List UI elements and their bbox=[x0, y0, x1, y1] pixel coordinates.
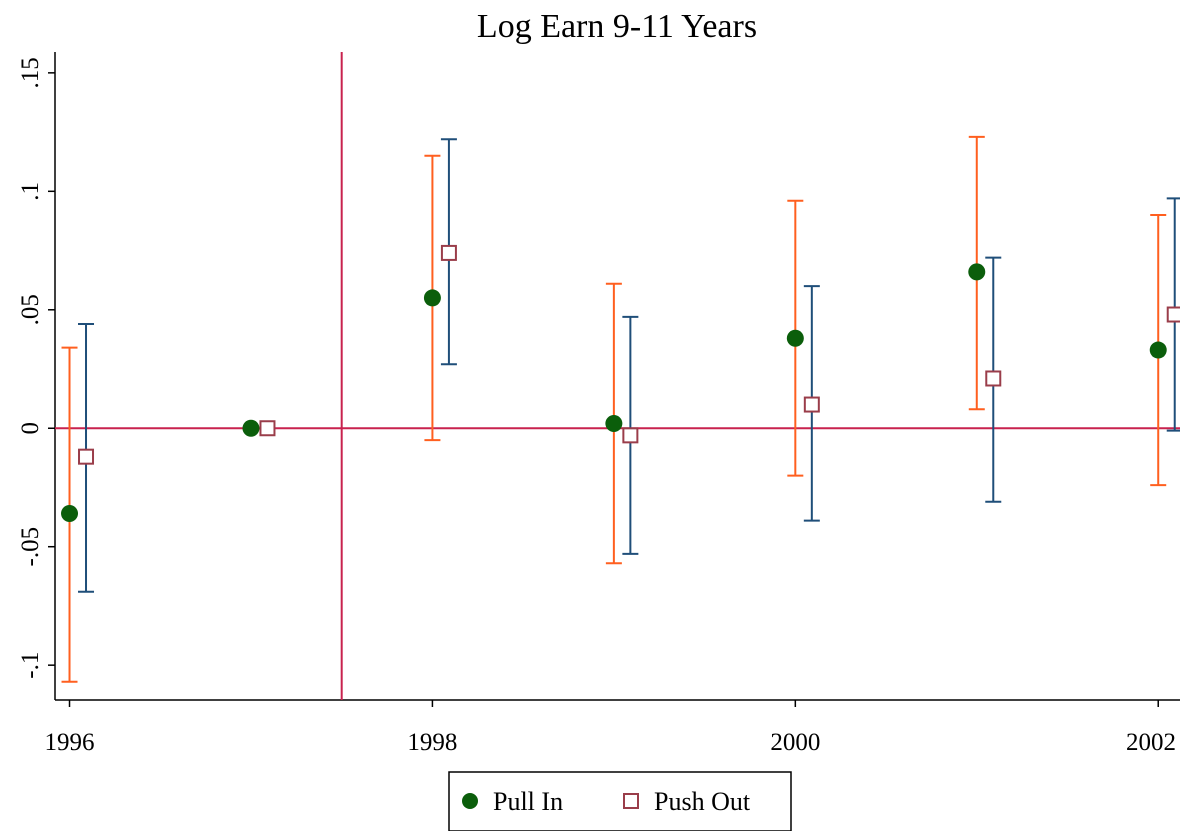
y-tick-label: .1 bbox=[17, 182, 44, 201]
pull-in-point bbox=[968, 263, 986, 281]
pull-in-point bbox=[1149, 341, 1167, 359]
push-out-point bbox=[985, 370, 1002, 387]
legend-push-out-marker bbox=[623, 793, 639, 809]
push-out-point bbox=[1166, 306, 1180, 323]
legend-pull-in-marker bbox=[462, 793, 478, 809]
y-tick-label: -.05 bbox=[17, 527, 44, 567]
y-tick-label: 0 bbox=[17, 422, 44, 435]
push-out-point bbox=[78, 448, 95, 465]
pull-in-point bbox=[423, 289, 441, 307]
x-tick-label: 2002 bbox=[1126, 729, 1176, 756]
x-tick-label: 2000 bbox=[770, 729, 820, 756]
pull-in-point bbox=[605, 415, 623, 433]
chart-title: Log Earn 9-11 Years bbox=[477, 8, 757, 45]
push-out-point bbox=[803, 396, 820, 413]
legend-box bbox=[448, 771, 792, 831]
y-tick-label: .05 bbox=[17, 294, 44, 325]
pull-in-point bbox=[61, 505, 79, 523]
push-out-point bbox=[622, 427, 639, 444]
legend-push-out-label: Push Out bbox=[654, 787, 751, 816]
pull-in-point bbox=[786, 329, 804, 347]
push-out-point bbox=[259, 420, 276, 437]
x-tick-label: 1996 bbox=[45, 729, 95, 756]
plot-area: -.1 -.05 0 .05 .1 .15 1996 1998 2000 2002 bbox=[17, 52, 1180, 756]
legend-pull-in-label: Pull In bbox=[493, 787, 563, 816]
push-out-point bbox=[440, 244, 457, 261]
y-tick-label: .15 bbox=[17, 57, 44, 88]
legend: Pull In Push Out bbox=[448, 771, 792, 831]
legend-items: Pull In Push Out bbox=[462, 787, 751, 816]
x-tick-label: 1998 bbox=[407, 729, 457, 756]
pull-in-point bbox=[242, 419, 260, 437]
y-tick-label: -.1 bbox=[17, 652, 44, 679]
